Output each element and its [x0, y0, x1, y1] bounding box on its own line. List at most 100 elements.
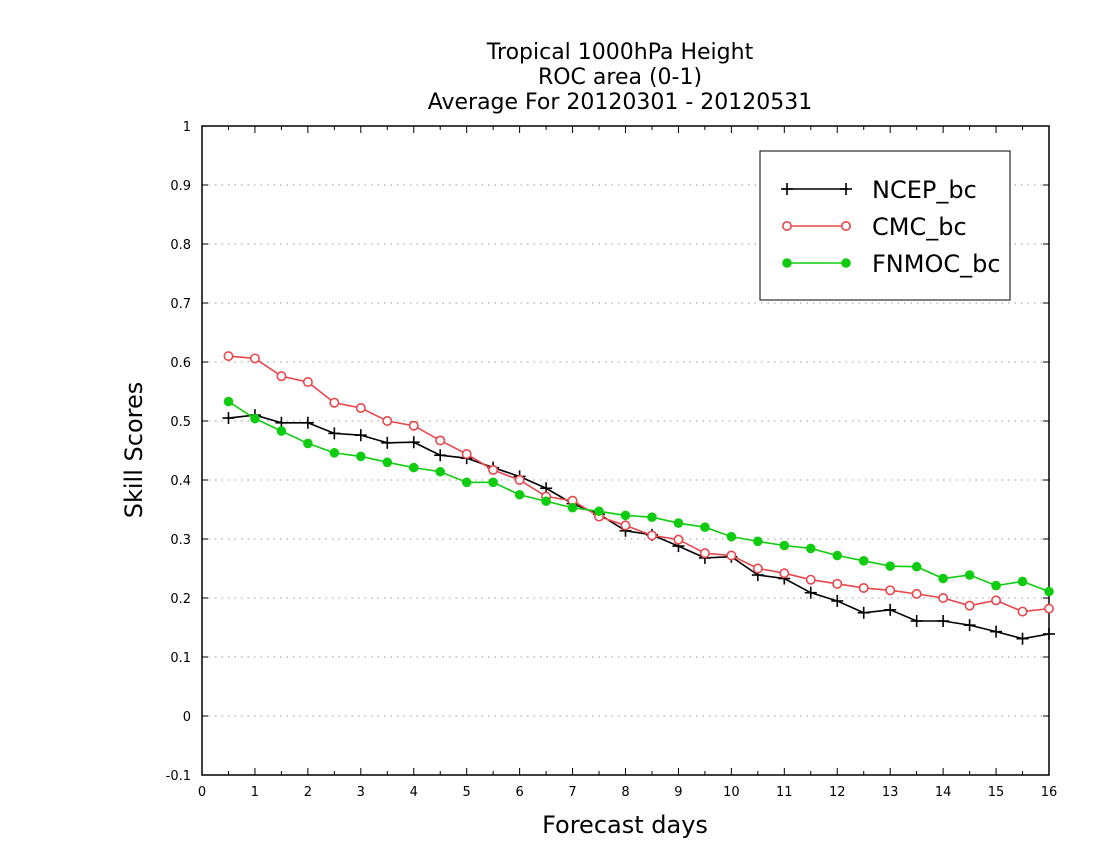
data-point: [885, 585, 896, 596]
data-point: [964, 570, 975, 580]
data-point: [408, 462, 419, 473]
title-line-1: Tropical 1000hPa Height: [486, 40, 754, 65]
data-point: [276, 426, 287, 436]
data-point: [1017, 576, 1028, 587]
data-point: [461, 449, 472, 460]
legend-entry-ncep-bc: NCEP_bc: [781, 176, 977, 204]
data-point: [1017, 606, 1028, 617]
data-point: [991, 580, 1001, 591]
data-point: [911, 588, 922, 599]
y-tick-label: 0.4: [170, 474, 191, 489]
x-tick-label: 14: [935, 785, 952, 800]
data-point: [752, 563, 763, 574]
y-tick-label: 1: [183, 120, 191, 135]
data-point: [1044, 586, 1054, 597]
legend-label: CMC_bc: [872, 213, 967, 241]
x-tick-label: 3: [357, 785, 365, 800]
title-line-2: ROC area (0-1): [538, 65, 702, 90]
series-line-ncep-bc: [228, 414, 1050, 640]
data-point: [514, 474, 525, 485]
data-point: [223, 351, 234, 362]
data-point: [840, 221, 851, 232]
data-point: [832, 578, 843, 589]
data-point: [699, 548, 710, 559]
series-line-fnmoc-bc: [228, 400, 1050, 593]
x-tick-label: 8: [621, 785, 629, 800]
data-point: [726, 550, 737, 561]
data-point: [461, 477, 472, 488]
x-tick-label: 4: [410, 785, 418, 800]
data-point: [964, 600, 975, 611]
series-lines: [222, 351, 1055, 645]
x-tick-label: 5: [463, 785, 471, 800]
data-point: [673, 518, 684, 528]
data-point: [620, 520, 631, 531]
y-tick-label: 0.7: [170, 297, 191, 312]
y-tick-label: 0: [183, 710, 191, 725]
data-point: [753, 536, 763, 547]
data-point: [858, 556, 869, 566]
title-line-3: Average For 20120301 - 20120531: [428, 90, 813, 115]
data-point: [646, 530, 657, 541]
data-point: [726, 531, 737, 542]
y-axis-ticks: -0.1 0 0.1 0.2 0.3 0.4 0.5 0.6 0.7 0.8 0.9 1: [166, 120, 1049, 784]
y-tick-label: 0.1: [170, 651, 191, 666]
data-point: [673, 534, 684, 545]
data-point: [858, 582, 869, 593]
y-tick-label: 0.9: [170, 179, 191, 194]
data-point: [303, 438, 313, 449]
x-tick-label: 11: [776, 785, 793, 800]
x-tick-label: 7: [568, 785, 576, 800]
data-point: [832, 550, 843, 561]
data-point: [991, 595, 1002, 606]
x-tick-label: 15: [988, 785, 1005, 800]
data-point: [805, 574, 816, 585]
y-tick-label: 0.2: [170, 592, 191, 607]
data-point: [594, 506, 604, 517]
data-point: [302, 377, 313, 388]
data-point: [355, 403, 366, 414]
data-point: [250, 413, 260, 424]
data-point: [567, 502, 578, 513]
data-point: [700, 522, 710, 533]
data-point: [382, 457, 393, 468]
y-tick-label: 0.5: [170, 415, 191, 430]
data-point: [223, 396, 234, 407]
data-point: [620, 510, 631, 521]
y-tick-label: 0.8: [170, 238, 191, 253]
data-point: [488, 464, 499, 475]
data-point: [841, 258, 851, 268]
legend-label: NCEP_bc: [872, 176, 977, 204]
series-line-cmc-bc: [228, 355, 1050, 613]
data-point: [382, 415, 393, 426]
y-tick-label: 0.6: [170, 356, 191, 371]
x-tick-label: 13: [882, 785, 899, 800]
legend: NCEP_bc CMC_bc FNMOC_bc: [759, 150, 1011, 301]
data-point: [488, 477, 498, 488]
data-point: [356, 451, 366, 462]
x-tick-label: 12: [829, 785, 846, 800]
x-axis-ticks: 0 1 2 3 4 5 6 7 8 9 10 11 12 13 14 15 16: [198, 126, 1057, 800]
x-tick-label: 6: [515, 785, 523, 800]
y-tick-label: 0.3: [170, 533, 191, 548]
data-point: [938, 573, 948, 584]
data-point: [435, 466, 446, 477]
x-axis-title: Forecast days: [542, 811, 708, 839]
legend-entry-fnmoc-bc: FNMOC_bc: [782, 250, 1001, 278]
data-point: [885, 561, 895, 571]
data-point: [249, 353, 260, 364]
y-axis-title: Skill Scores: [120, 382, 148, 519]
data-point: [779, 540, 790, 551]
x-tick-label: 10: [723, 785, 740, 800]
data-point: [329, 397, 340, 408]
data-point: [329, 448, 340, 458]
data-point: [938, 592, 949, 603]
gridlines: [202, 184, 1049, 717]
data-point: [781, 221, 792, 232]
series-ncep-bc: [222, 409, 1055, 645]
chart-title: Tropical 1000hPa Height ROC area (0-1) A…: [428, 40, 813, 115]
x-tick-label: 2: [304, 785, 312, 800]
legend-label: FNMOC_bc: [872, 250, 1001, 278]
x-tick-label: 9: [674, 785, 682, 800]
data-point: [805, 543, 816, 554]
